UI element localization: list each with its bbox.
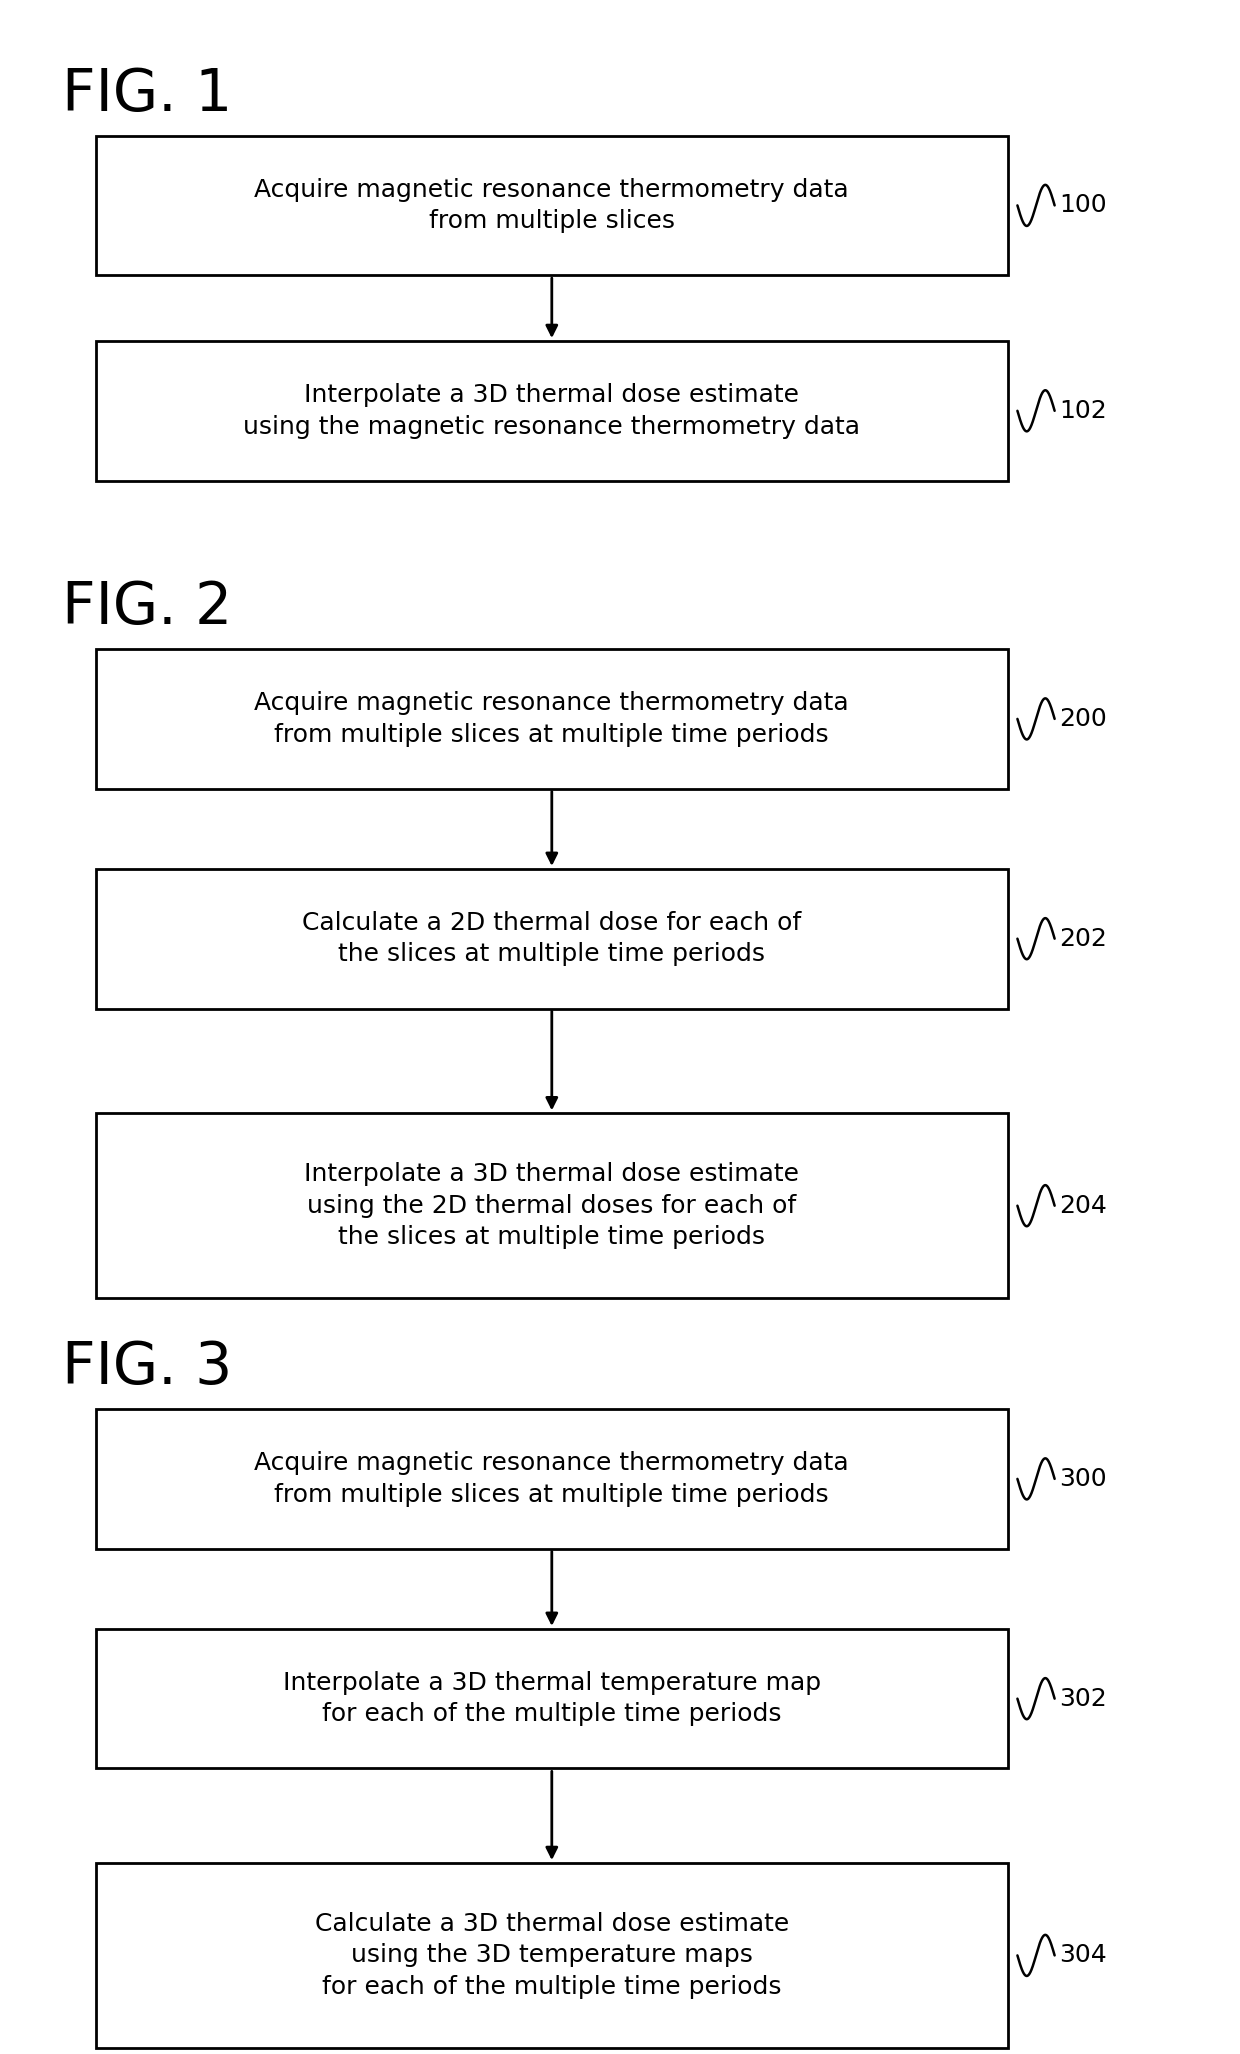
FancyBboxPatch shape <box>97 341 1007 481</box>
Text: FIG. 2: FIG. 2 <box>62 579 232 637</box>
FancyBboxPatch shape <box>97 1863 1007 2048</box>
Text: Interpolate a 3D thermal dose estimate
using the 2D thermal doses for each of
th: Interpolate a 3D thermal dose estimate u… <box>304 1163 800 1249</box>
FancyBboxPatch shape <box>97 1113 1007 1298</box>
Text: 300: 300 <box>1060 1467 1107 1491</box>
FancyBboxPatch shape <box>97 1409 1007 1549</box>
Text: 302: 302 <box>1060 1686 1107 1711</box>
FancyBboxPatch shape <box>97 136 1007 275</box>
Text: 100: 100 <box>1060 193 1107 218</box>
FancyBboxPatch shape <box>97 1629 1007 1768</box>
FancyBboxPatch shape <box>97 649 1007 789</box>
Text: Interpolate a 3D thermal temperature map
for each of the multiple time periods: Interpolate a 3D thermal temperature map… <box>283 1670 821 1727</box>
Text: 204: 204 <box>1060 1193 1107 1218</box>
Text: FIG. 1: FIG. 1 <box>62 66 232 123</box>
Text: Calculate a 2D thermal dose for each of
the slices at multiple time periods: Calculate a 2D thermal dose for each of … <box>303 910 801 967</box>
Text: Calculate a 3D thermal dose estimate
using the 3D temperature maps
for each of t: Calculate a 3D thermal dose estimate usi… <box>315 1912 789 1999</box>
Text: 102: 102 <box>1060 398 1107 423</box>
FancyBboxPatch shape <box>97 869 1007 1009</box>
Text: Acquire magnetic resonance thermometry data
from multiple slices at multiple tim: Acquire magnetic resonance thermometry d… <box>254 690 849 748</box>
Text: 202: 202 <box>1060 926 1107 951</box>
Text: Acquire magnetic resonance thermometry data
from multiple slices: Acquire magnetic resonance thermometry d… <box>254 177 849 234</box>
Text: 200: 200 <box>1060 707 1107 731</box>
Text: Acquire magnetic resonance thermometry data
from multiple slices at multiple tim: Acquire magnetic resonance thermometry d… <box>254 1450 849 1508</box>
Text: Interpolate a 3D thermal dose estimate
using the magnetic resonance thermometry : Interpolate a 3D thermal dose estimate u… <box>243 382 861 440</box>
Text: 304: 304 <box>1060 1943 1107 1968</box>
Text: FIG. 3: FIG. 3 <box>62 1339 232 1397</box>
